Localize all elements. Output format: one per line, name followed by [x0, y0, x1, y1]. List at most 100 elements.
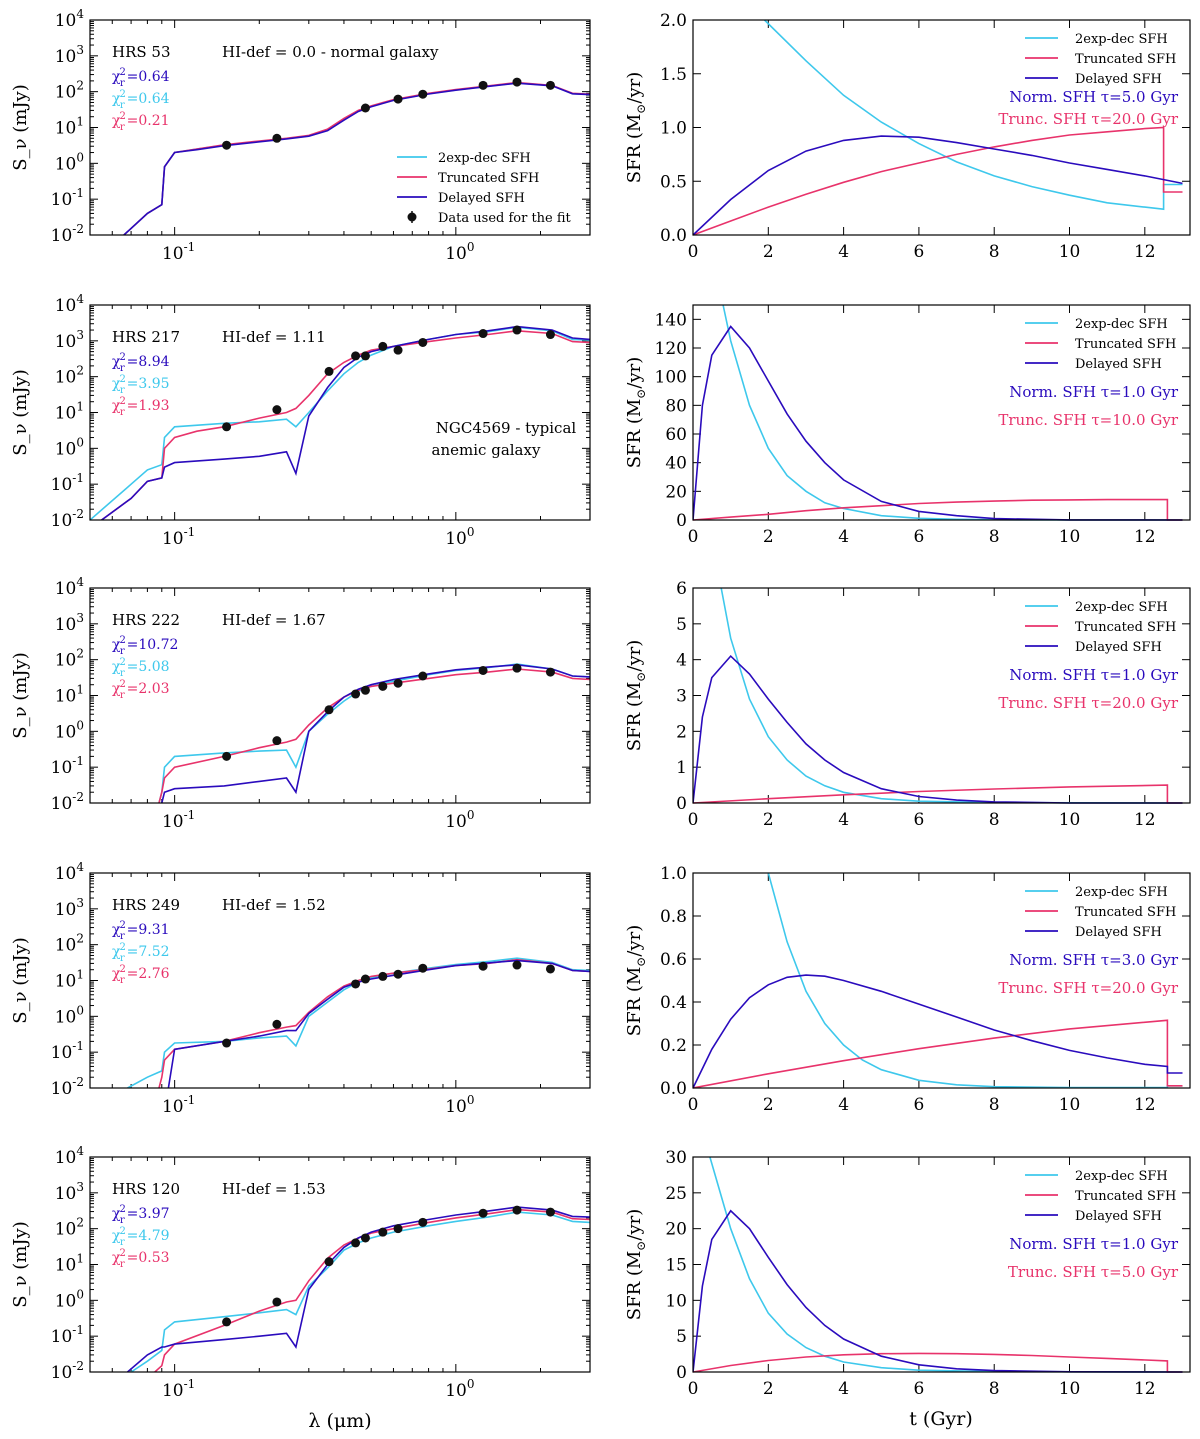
- sed-data-point: [418, 89, 428, 99]
- sed-series-delayed: [101, 325, 590, 520]
- sfh-x-tick-label: 4: [838, 527, 849, 547]
- sfh-series-delayed: [693, 325, 1183, 521]
- sfh-x-tick-label: 4: [838, 1379, 849, 1399]
- hi-def-label: HI-def = 1.52: [222, 896, 326, 914]
- sed-y-tick-label: 104: [55, 575, 85, 599]
- sed-panel: 10-2 10-1 100 101 102 103 104 10-1 100 HRS 249 HI-…: [10, 860, 591, 1117]
- sfh-frame: [692, 587, 1191, 804]
- sed-y-tick-label: 100: [55, 1003, 84, 1027]
- chi2-twoexp: χ2 r =0.64: [112, 89, 170, 111]
- sed-data-point: [222, 422, 232, 432]
- sed-legend: 2exp-dec SFH Truncated SFH Delayed SFH Data…: [397, 151, 572, 226]
- sed-data-point: [478, 665, 488, 675]
- sfh-y-tick-label: 4: [676, 651, 687, 671]
- sed-y-tick-label: 100: [55, 435, 84, 459]
- sed-x-label: λ (μm): [308, 1410, 371, 1432]
- trunc-sfh-tau: Trunc. SFH τ=10.0 Gyr: [998, 411, 1178, 429]
- chi2-trunc: χ2 r =0.21: [112, 111, 170, 133]
- sfh-y-tick-label: 0.6: [660, 950, 687, 970]
- sed-data-point: [324, 1257, 334, 1267]
- sed-y-tick-label: 103: [55, 896, 84, 920]
- sfh-legend: 2exp-dec SFH Truncated SFH Delayed SFH: [1025, 600, 1176, 655]
- sfh-y-tick-label: 0.8: [660, 907, 687, 927]
- sfh-y-tick-label: 15: [665, 1256, 687, 1276]
- sed-data-point: [512, 960, 522, 970]
- sed-data-point: [393, 1224, 403, 1234]
- sed-data-point: [272, 736, 282, 746]
- sfh-y-tick-label: 25: [665, 1184, 687, 1204]
- sfh-y-tick-label: 2: [676, 722, 687, 742]
- sed-y-label: S_ν (mJy): [10, 84, 31, 171]
- sed-y-tick-label: 102: [55, 364, 84, 388]
- sfh-panel: 0 2 4 6 8 10 12 0.0 0.2 0.4 0.6 0.8 1.0 2exp-dec SFH T…: [624, 864, 1191, 1115]
- chi2-delayed: χ2 r =8.94: [112, 352, 170, 374]
- sfh-x-tick-label: 4: [838, 1095, 849, 1115]
- sed-series-truncated: [101, 329, 590, 520]
- sed-y-tick-label: 103: [55, 611, 84, 635]
- sed-y-tick-label: 104: [55, 860, 85, 884]
- sfh-legend-label: 2exp-dec SFH: [1075, 32, 1168, 47]
- sfh-legend-label: Delayed SFH: [1075, 357, 1162, 372]
- sfh-x-tick-label: 10: [1059, 810, 1081, 830]
- sfh-x-tick-label: 8: [989, 527, 1000, 547]
- norm-sfh-tau: Norm. SFH τ=1.0 Gyr: [1009, 383, 1179, 401]
- sfh-legend-label: Delayed SFH: [1075, 925, 1162, 940]
- sed-data-point: [418, 1217, 428, 1227]
- sed-data-point: [272, 1297, 282, 1307]
- chi2-twoexp: χ2 r =4.79: [112, 1226, 170, 1248]
- sed-y-tick-label: 10-2: [51, 790, 84, 814]
- sed-panel: 10-2 10-1 100 101 102 103 104 10-1 100 HRS 222 HI-…: [10, 575, 591, 832]
- trunc-sfh-tau: Trunc. SFH τ=5.0 Gyr: [1008, 1263, 1179, 1281]
- sed-y-tick-label: 104: [55, 7, 85, 31]
- trunc-sfh-tau: Trunc. SFH τ=20.0 Gyr: [998, 979, 1178, 997]
- sed-x-tick-label: 10-1: [162, 240, 195, 264]
- sed-y-tick-label: 10-1: [51, 1323, 84, 1347]
- sfh-y-tick-label: 80: [665, 396, 687, 416]
- sfh-frame: [692, 1156, 1191, 1373]
- chi2-trunc: χ2 r =1.93: [112, 396, 170, 418]
- sfh-legend-label: 2exp-dec SFH: [1075, 885, 1168, 900]
- sfh-y-tick-label: 30: [665, 1148, 687, 1168]
- sfh-legend-label: Delayed SFH: [1075, 640, 1162, 655]
- sed-data-point: [478, 80, 488, 90]
- sfh-x-tick-label: 4: [838, 242, 849, 262]
- sfh-y-tick-label: 0: [676, 794, 687, 814]
- sed-y-tick-label: 103: [55, 43, 84, 67]
- sfh-x-tick-label: 10: [1059, 242, 1081, 262]
- sfh-panel: 0 2 4 6 8 10 12 0.0 0.5 1.0 1.5 2.0 2exp-dec SFH Trun…: [624, 11, 1191, 262]
- sfh-y-tick-label: 0.0: [660, 226, 687, 246]
- sed-data-point: [418, 337, 428, 347]
- sed-x-tick-label: 100: [445, 808, 474, 832]
- sfh-y-tick-label: 0.0: [660, 1079, 687, 1099]
- sed-series-delayed: [167, 959, 590, 1088]
- sed-data-point: [418, 671, 428, 681]
- norm-sfh-tau: Norm. SFH τ=3.0 Gyr: [1009, 951, 1179, 969]
- sfh-x-tick-label: 2: [763, 242, 774, 262]
- sfh-series-2exp-dec: [763, 19, 1183, 211]
- sfh-y-label: SFR (M⊙/yr): [624, 72, 648, 184]
- sfh-x-tick-label: 12: [1134, 810, 1156, 830]
- sfh-legend: 2exp-dec SFH Truncated SFH Delayed SFH: [1025, 885, 1176, 940]
- sed-y-tick-label: 101: [55, 1252, 84, 1276]
- sed-data-point: [478, 1208, 488, 1218]
- sfh-y-tick-label: 1.0: [660, 864, 687, 884]
- sed-data-point: [545, 964, 555, 974]
- sed-x-tick-label: 100: [445, 525, 474, 549]
- sed-data-point: [324, 366, 334, 376]
- sfh-y-tick-label: 2.0: [660, 11, 687, 31]
- norm-sfh-tau: Norm. SFH τ=1.0 Gyr: [1009, 1235, 1179, 1253]
- sfh-x-tick-label: 0: [688, 527, 699, 547]
- sed-data-point: [378, 971, 388, 981]
- sfh-y-tick-label: 1.5: [660, 65, 687, 85]
- sfh-legend-label: Truncated SFH: [1075, 905, 1176, 920]
- sed-data-point: [393, 678, 403, 688]
- sfh-x-tick-label: 6: [913, 1095, 924, 1115]
- sed-data-point: [272, 133, 282, 143]
- norm-sfh-tau: Norm. SFH τ=1.0 Gyr: [1009, 666, 1179, 684]
- sed-data-point: [351, 1238, 361, 1248]
- sed-data-point: [378, 681, 388, 691]
- sfh-legend-label: Truncated SFH: [1075, 620, 1176, 635]
